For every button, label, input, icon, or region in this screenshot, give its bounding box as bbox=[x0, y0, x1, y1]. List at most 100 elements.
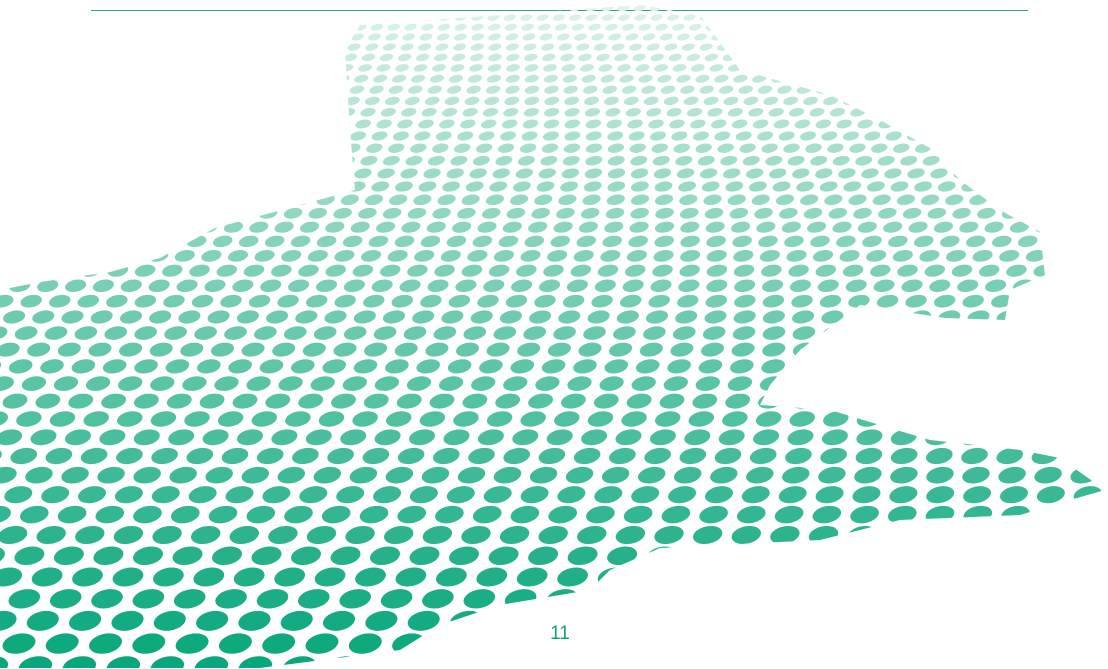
map-dot bbox=[395, 181, 413, 192]
map-dot bbox=[406, 376, 432, 391]
map-dot bbox=[353, 359, 378, 374]
map-dot bbox=[534, 194, 553, 206]
map-dot bbox=[268, 194, 287, 206]
map-dot bbox=[952, 207, 971, 219]
map-dot bbox=[928, 14, 941, 21]
map-dot bbox=[699, 14, 712, 21]
map-dot bbox=[307, 53, 322, 62]
map-dot bbox=[1076, 294, 1099, 308]
map-dot bbox=[303, 23, 317, 31]
map-dot bbox=[619, 610, 652, 631]
map-dot bbox=[229, 181, 248, 192]
map-dot bbox=[557, 486, 586, 504]
map-dot bbox=[122, 221, 142, 233]
map-dot bbox=[41, 181, 59, 192]
map-dot bbox=[953, 168, 971, 179]
map-dot bbox=[788, 264, 809, 277]
map-dot bbox=[245, 96, 261, 106]
map-dot bbox=[695, 633, 729, 654]
map-dot bbox=[448, 74, 464, 83]
map-dot bbox=[836, 235, 856, 248]
map-dot bbox=[299, 221, 320, 233]
map-dot bbox=[1024, 64, 1038, 72]
map-dot bbox=[835, 85, 850, 94]
map-dot bbox=[325, 221, 345, 233]
map-dot bbox=[1054, 33, 1068, 41]
map-dot bbox=[316, 74, 331, 83]
map-dot bbox=[666, 107, 682, 117]
map-dot bbox=[803, 96, 818, 106]
map-dot bbox=[911, 14, 924, 21]
map-dot bbox=[1037, 33, 1051, 41]
map-dot bbox=[226, 14, 239, 21]
map-dot bbox=[704, 310, 727, 324]
map-dot bbox=[333, 207, 352, 219]
map-dot bbox=[449, 610, 483, 631]
map-dot bbox=[937, 181, 956, 192]
map-dot bbox=[470, 43, 484, 51]
map-dot bbox=[19, 23, 32, 31]
map-dot bbox=[488, 33, 501, 41]
map-dot bbox=[1093, 74, 1105, 83]
map-dot bbox=[621, 23, 635, 31]
map-dot bbox=[793, 5, 806, 12]
map-dot bbox=[506, 64, 520, 72]
map-dot bbox=[664, 43, 678, 51]
map-dot bbox=[13, 43, 27, 51]
map-dot bbox=[50, 74, 65, 83]
map-dot bbox=[854, 466, 882, 484]
map-dot bbox=[1000, 610, 1033, 631]
map-dot bbox=[706, 235, 726, 248]
map-dot bbox=[1040, 525, 1070, 545]
map-dot bbox=[1068, 342, 1092, 357]
map-dot bbox=[68, 393, 94, 409]
map-dot bbox=[678, 567, 710, 587]
map-dot bbox=[587, 589, 620, 609]
map-dot bbox=[74, 107, 90, 117]
map-dot bbox=[618, 14, 631, 21]
map-dot bbox=[1016, 43, 1030, 51]
map-dot bbox=[102, 143, 120, 153]
map-dot bbox=[1079, 525, 1105, 545]
map-dot bbox=[522, 119, 539, 129]
map-dot bbox=[112, 567, 144, 587]
map-dot bbox=[677, 33, 690, 41]
map-dot bbox=[903, 74, 919, 83]
map-dot bbox=[422, 14, 435, 21]
map-dot bbox=[942, 326, 965, 340]
map-dot bbox=[77, 294, 100, 308]
map-dot bbox=[1055, 74, 1070, 83]
map-dot bbox=[866, 250, 887, 262]
map-dot bbox=[8, 168, 27, 179]
map-dot bbox=[945, 43, 959, 51]
map-dot bbox=[607, 143, 625, 153]
map-dot bbox=[738, 633, 772, 654]
map-dot bbox=[190, 143, 207, 153]
map-dot bbox=[735, 131, 752, 141]
map-dot bbox=[64, 181, 83, 192]
map-dot bbox=[410, 143, 427, 153]
map-dot bbox=[679, 264, 700, 277]
map-dot bbox=[985, 5, 998, 12]
map-dot bbox=[1057, 23, 1070, 31]
map-dot bbox=[792, 168, 810, 179]
map-dot bbox=[812, 505, 842, 524]
map-dot bbox=[68, 155, 85, 166]
map-dot bbox=[277, 43, 291, 51]
map-dot bbox=[951, 264, 973, 277]
map-dot bbox=[981, 43, 995, 51]
map-dot bbox=[299, 107, 315, 117]
map-dot bbox=[1062, 429, 1089, 446]
map-dot bbox=[127, 33, 141, 41]
map-dot bbox=[271, 53, 285, 62]
map-dot bbox=[392, 633, 426, 654]
map-dot bbox=[627, 119, 643, 129]
map-dot bbox=[206, 43, 220, 51]
map-dot bbox=[76, 33, 90, 41]
map-dot bbox=[840, 43, 854, 51]
map-dot bbox=[264, 131, 281, 141]
map-dot bbox=[803, 207, 823, 219]
map-dot bbox=[123, 194, 142, 206]
map-dot bbox=[43, 64, 58, 72]
map-dot bbox=[655, 207, 674, 219]
